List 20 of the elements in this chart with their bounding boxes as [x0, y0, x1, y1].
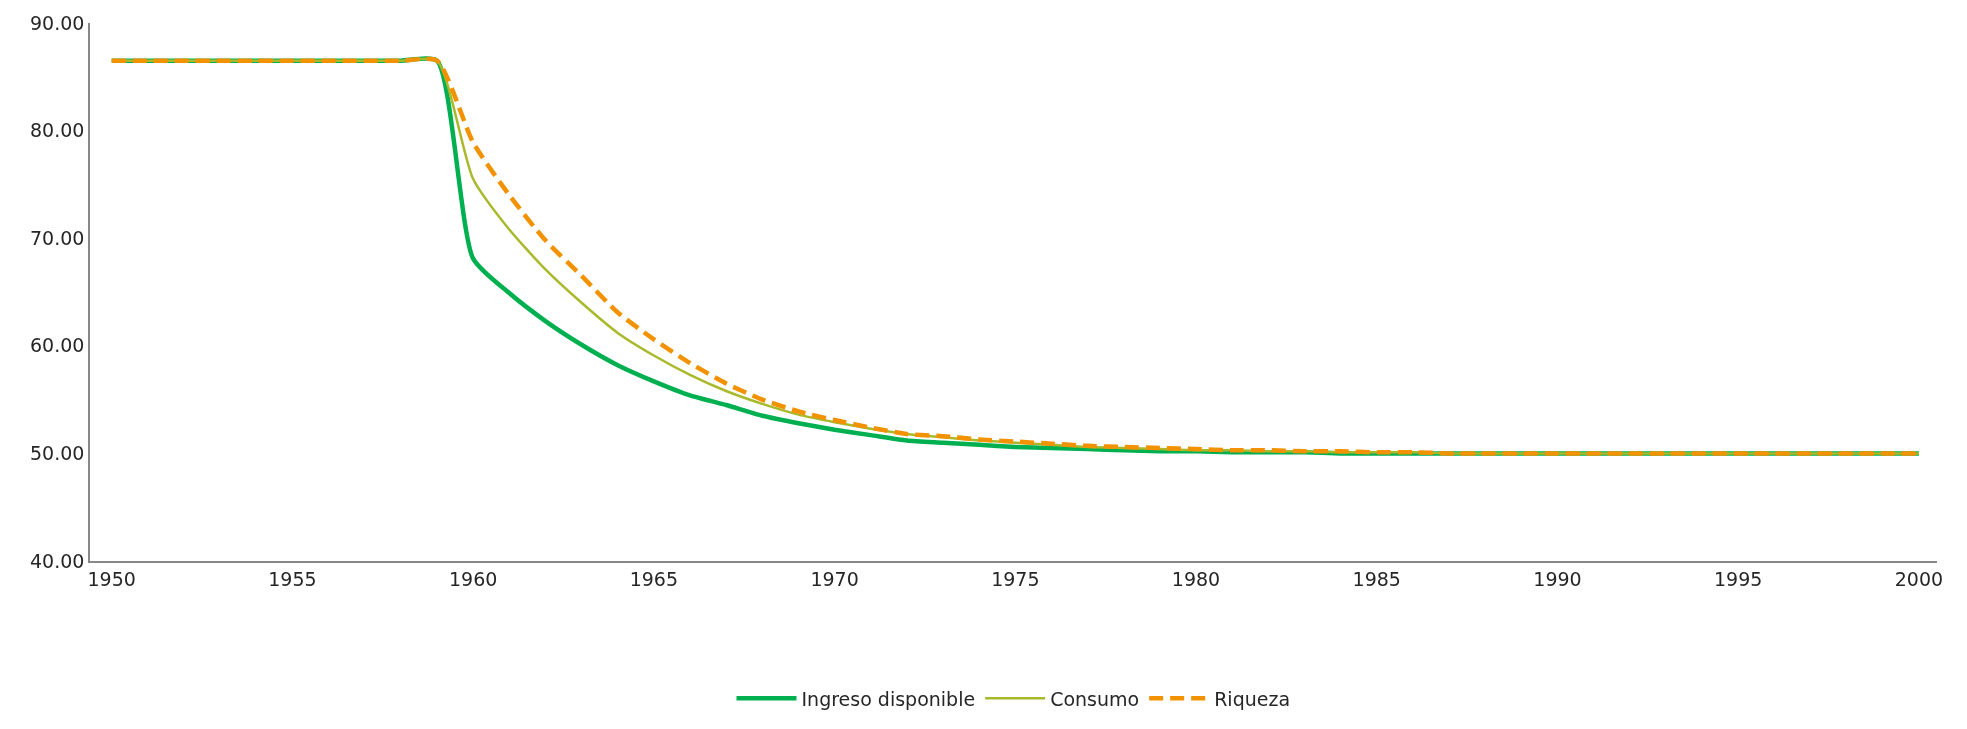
y-tick-label: 70.00 [30, 226, 85, 249]
x-tick-label: 1995 [1714, 567, 1763, 590]
legend-label: Riqueza [1214, 687, 1291, 710]
y-tick-label: 80.00 [30, 119, 85, 142]
legend-label: Consumo [1050, 687, 1140, 710]
x-tick-label: 1970 [810, 567, 859, 590]
x-tick-label: 1990 [1533, 567, 1582, 590]
x-tick-label: 1955 [268, 567, 317, 590]
x-tick-label: 1985 [1352, 567, 1401, 590]
y-tick-label: 40.00 [30, 549, 85, 572]
x-tick-label: 1950 [87, 567, 136, 590]
x-tick-label: 1980 [1171, 567, 1221, 590]
y-tick-label: 90.00 [30, 11, 85, 34]
x-tick-label: 1975 [991, 567, 1040, 590]
x-tick-label: 2000 [1894, 567, 1944, 590]
legend-label: Ingreso disponible [801, 687, 976, 710]
x-tick-label: 1965 [629, 567, 679, 590]
y-tick-label: 50.00 [30, 442, 85, 465]
x-tick-label: 1960 [448, 567, 498, 590]
y-tick-label: 60.00 [30, 334, 85, 357]
